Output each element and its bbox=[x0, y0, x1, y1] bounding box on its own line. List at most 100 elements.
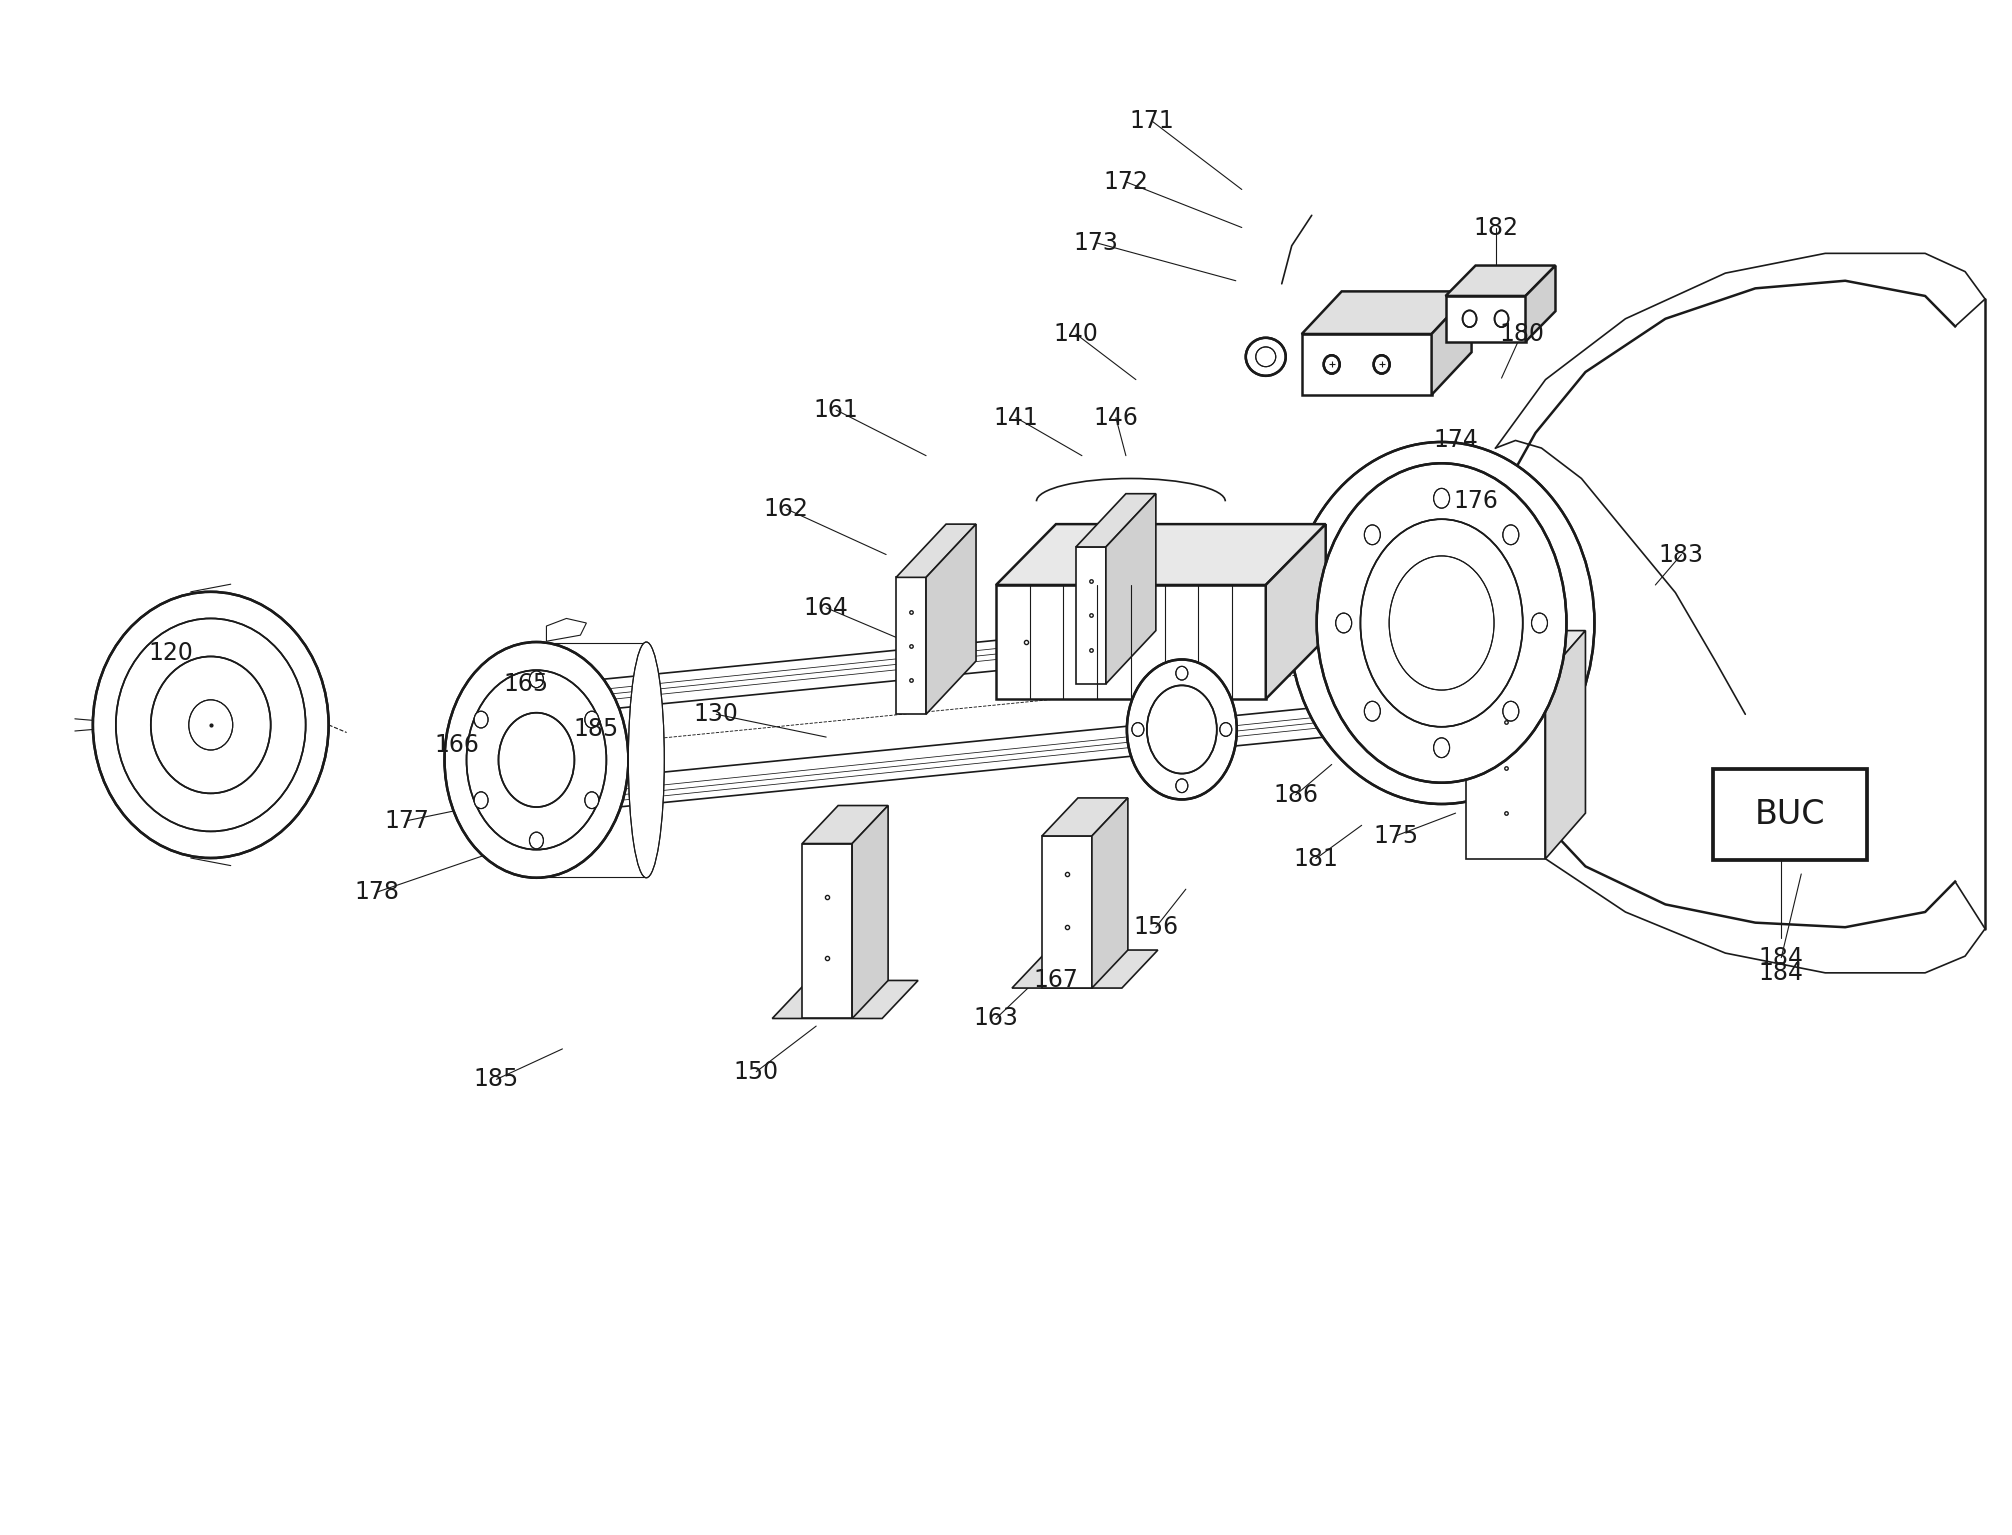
Text: 185: 185 bbox=[573, 717, 620, 741]
Polygon shape bbox=[1076, 546, 1107, 683]
Text: 164: 164 bbox=[803, 596, 849, 620]
Ellipse shape bbox=[1435, 738, 1449, 758]
Ellipse shape bbox=[1360, 519, 1523, 726]
Ellipse shape bbox=[628, 642, 664, 878]
Polygon shape bbox=[547, 619, 585, 642]
Text: 146: 146 bbox=[1093, 405, 1139, 430]
Polygon shape bbox=[1107, 494, 1155, 683]
Text: 182: 182 bbox=[1473, 215, 1517, 239]
Polygon shape bbox=[1076, 494, 1155, 546]
Text: 184: 184 bbox=[1758, 961, 1805, 984]
Polygon shape bbox=[1445, 296, 1525, 342]
Ellipse shape bbox=[1336, 612, 1352, 632]
Ellipse shape bbox=[445, 642, 628, 878]
Text: 162: 162 bbox=[765, 497, 809, 520]
Ellipse shape bbox=[1324, 355, 1340, 373]
Ellipse shape bbox=[1133, 723, 1145, 737]
Polygon shape bbox=[1465, 677, 1545, 858]
Ellipse shape bbox=[1219, 723, 1231, 737]
Text: 173: 173 bbox=[1074, 230, 1119, 255]
Polygon shape bbox=[1266, 523, 1326, 698]
Text: BUC: BUC bbox=[1754, 798, 1825, 830]
Polygon shape bbox=[895, 577, 926, 714]
Text: 178: 178 bbox=[354, 880, 398, 904]
Polygon shape bbox=[1042, 798, 1129, 837]
Polygon shape bbox=[1302, 335, 1433, 394]
Ellipse shape bbox=[1364, 701, 1380, 721]
Ellipse shape bbox=[585, 711, 600, 728]
Text: 166: 166 bbox=[435, 732, 479, 757]
Text: 120: 120 bbox=[149, 642, 193, 665]
Text: 177: 177 bbox=[384, 809, 429, 834]
Ellipse shape bbox=[151, 657, 272, 794]
Polygon shape bbox=[773, 981, 917, 1019]
Ellipse shape bbox=[1503, 701, 1519, 721]
Text: 175: 175 bbox=[1372, 824, 1418, 847]
Polygon shape bbox=[1042, 837, 1093, 989]
Text: 183: 183 bbox=[1658, 542, 1704, 566]
Ellipse shape bbox=[1503, 525, 1519, 545]
Text: 167: 167 bbox=[1034, 969, 1078, 993]
Text: 150: 150 bbox=[734, 1059, 779, 1084]
Polygon shape bbox=[1545, 631, 1585, 858]
Text: 180: 180 bbox=[1499, 322, 1543, 345]
Ellipse shape bbox=[1175, 778, 1187, 792]
Polygon shape bbox=[1525, 266, 1555, 342]
Text: 140: 140 bbox=[1054, 322, 1099, 345]
Ellipse shape bbox=[1127, 660, 1237, 800]
Text: 171: 171 bbox=[1129, 109, 1175, 134]
Ellipse shape bbox=[1290, 442, 1594, 804]
Polygon shape bbox=[803, 806, 887, 844]
Ellipse shape bbox=[117, 619, 306, 832]
Polygon shape bbox=[996, 523, 1326, 585]
Text: 176: 176 bbox=[1453, 490, 1499, 513]
Text: 161: 161 bbox=[813, 398, 859, 422]
Text: 141: 141 bbox=[994, 405, 1038, 430]
Text: 163: 163 bbox=[974, 1007, 1018, 1030]
Ellipse shape bbox=[475, 792, 489, 809]
Polygon shape bbox=[803, 844, 853, 1019]
Ellipse shape bbox=[1255, 347, 1276, 367]
Text: 174: 174 bbox=[1433, 428, 1479, 453]
Ellipse shape bbox=[499, 712, 573, 807]
Polygon shape bbox=[557, 596, 1445, 714]
Ellipse shape bbox=[1245, 338, 1286, 376]
Text: 181: 181 bbox=[1294, 847, 1338, 870]
Text: 156: 156 bbox=[1133, 915, 1179, 939]
Polygon shape bbox=[1465, 631, 1585, 677]
Polygon shape bbox=[895, 523, 976, 577]
FancyBboxPatch shape bbox=[1714, 769, 1867, 860]
Text: 165: 165 bbox=[503, 672, 549, 695]
Ellipse shape bbox=[1175, 666, 1187, 680]
Ellipse shape bbox=[1435, 488, 1449, 508]
Ellipse shape bbox=[529, 832, 543, 849]
Polygon shape bbox=[1093, 798, 1129, 989]
Ellipse shape bbox=[1374, 355, 1390, 373]
Ellipse shape bbox=[93, 593, 328, 858]
Polygon shape bbox=[1012, 950, 1157, 989]
Polygon shape bbox=[996, 585, 1266, 698]
Ellipse shape bbox=[475, 711, 489, 728]
Ellipse shape bbox=[1495, 310, 1509, 327]
Polygon shape bbox=[1445, 266, 1555, 296]
Text: 172: 172 bbox=[1103, 170, 1149, 193]
Polygon shape bbox=[853, 806, 887, 1019]
Polygon shape bbox=[557, 695, 1445, 814]
Polygon shape bbox=[1433, 292, 1471, 394]
Ellipse shape bbox=[1147, 685, 1217, 774]
Text: 185: 185 bbox=[475, 1067, 519, 1091]
Ellipse shape bbox=[529, 671, 543, 688]
Polygon shape bbox=[1302, 292, 1471, 335]
Ellipse shape bbox=[1364, 525, 1380, 545]
Ellipse shape bbox=[1316, 464, 1567, 783]
Ellipse shape bbox=[1463, 310, 1477, 327]
Ellipse shape bbox=[1531, 612, 1547, 632]
Ellipse shape bbox=[585, 792, 600, 809]
Text: 184: 184 bbox=[1758, 946, 1805, 970]
Text: 130: 130 bbox=[694, 701, 738, 726]
Ellipse shape bbox=[189, 700, 233, 751]
Ellipse shape bbox=[1388, 556, 1495, 691]
Ellipse shape bbox=[467, 671, 606, 850]
Text: 186: 186 bbox=[1274, 783, 1318, 807]
Polygon shape bbox=[926, 523, 976, 714]
